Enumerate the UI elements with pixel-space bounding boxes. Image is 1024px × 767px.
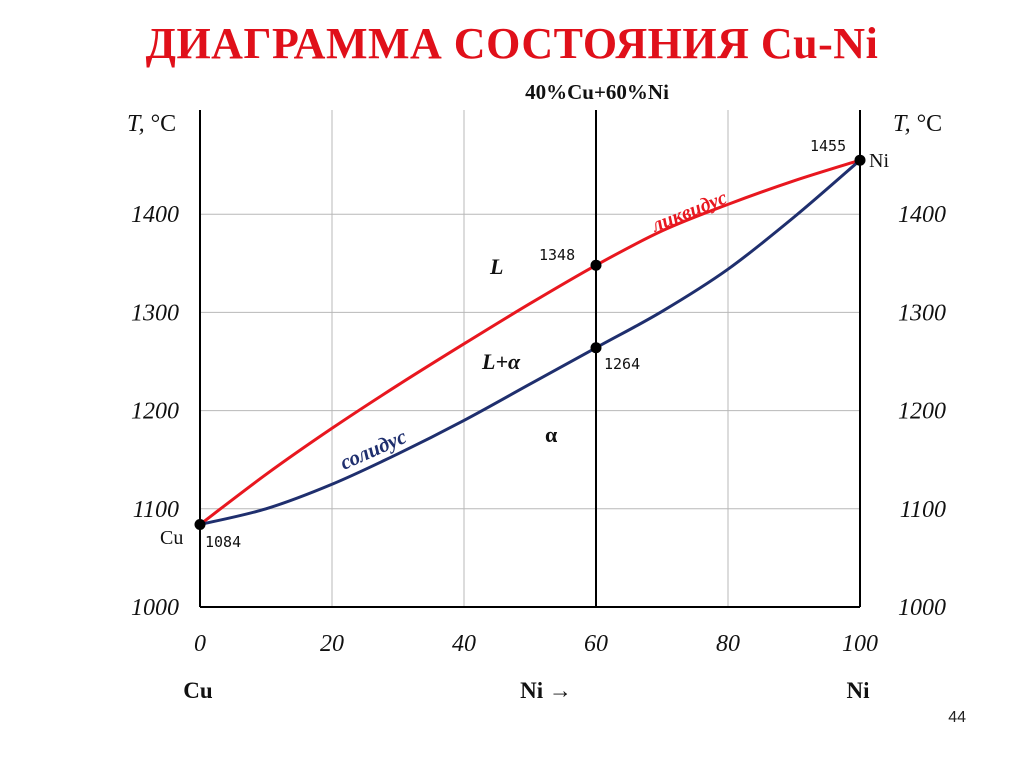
y-tick-label-right-1100: 1100	[900, 497, 946, 523]
page-number: 44	[948, 709, 966, 726]
y-tick-label-left-1000: 1000	[131, 595, 179, 621]
label-t-ni: 1455	[810, 137, 846, 155]
label-t-liquidus-60: 1348	[539, 246, 575, 264]
x-tick-label-100: 100	[842, 631, 878, 657]
region-solid-label: α	[545, 422, 558, 447]
point-1455	[854, 154, 866, 166]
label-t-cu: 1084	[205, 533, 241, 551]
label-t-solidus-60: 1264	[604, 355, 640, 373]
y-tick-label-right-1300: 1300	[898, 300, 946, 326]
region-liquid-label: L	[489, 254, 503, 279]
y-tick-label-left-1300: 1300	[131, 300, 179, 326]
liquidus-label: ликвидус	[648, 187, 731, 237]
y-tick-label-right-1000: 1000	[898, 595, 946, 621]
cu-point-element: Cu	[160, 527, 183, 549]
y-tick-label-left-1400: 1400	[131, 202, 179, 228]
y-axis-label-right: T, °C	[893, 111, 942, 137]
plot-frame	[199, 110, 861, 608]
y-tick-label-left-1100: 1100	[133, 497, 179, 523]
ni-point-element: Ni	[869, 150, 889, 172]
solidus-curve	[199, 159, 861, 526]
curves	[199, 158, 861, 526]
slide-title: ДИАГРАММА СОСТОЯНИЯ Cu-Ni	[145, 19, 879, 68]
liquidus-curve	[199, 158, 861, 526]
y-tick-label-right-1400: 1400	[898, 202, 946, 228]
y-tick-label-left-1200: 1200	[131, 399, 179, 425]
point-1264	[590, 342, 602, 354]
region-two-phase-label: L+α	[481, 349, 521, 374]
x-tick-label-80: 80	[716, 631, 740, 657]
x-right-element: Ni	[847, 678, 871, 703]
x-left-element: Cu	[183, 678, 213, 703]
points	[194, 154, 866, 531]
y-axis-label-left: T, °C	[127, 111, 176, 137]
point-1084	[194, 519, 206, 531]
x-tick-label-0: 0	[194, 631, 206, 657]
point-1348	[590, 259, 602, 271]
x-tick-label-60: 60	[584, 631, 608, 657]
y-tick-label-right-1200: 1200	[898, 399, 946, 425]
ticks: 0 20 40 60 80 100 1000 1000 1100 1100 1200 1200 1300…	[131, 202, 946, 657]
x-tick-label-20: 20	[320, 631, 344, 657]
x-tick-label-40: 40	[452, 631, 476, 657]
grid	[199, 110, 861, 608]
composition-label: 40%Cu+60%Ni	[525, 80, 669, 104]
x-axis-label: Ni →	[520, 678, 572, 703]
